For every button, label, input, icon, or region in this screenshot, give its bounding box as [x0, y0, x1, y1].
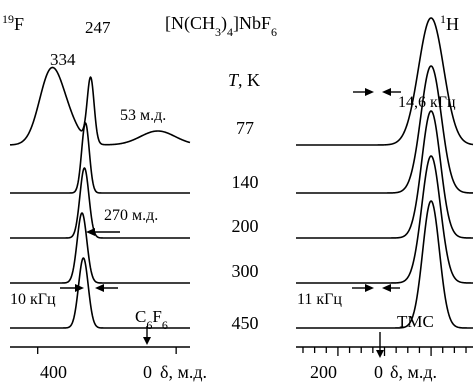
x-tick-label-1h-0: 0 [374, 362, 383, 382]
x-tick-label-19f-0: 0 [143, 362, 152, 382]
temperature-label-300: 300 [232, 261, 259, 281]
annotation-10khz: 10 кГц [10, 291, 56, 308]
annotation-11khz: 11 кГц [297, 291, 342, 308]
x-axis-label-1h: δ, м.д. [390, 362, 437, 382]
spectrum-1h-77k [295, 17, 474, 146]
spectra-19f [9, 66, 191, 329]
x-tick-label-1h-200: 200 [310, 362, 337, 382]
arrow-14-6khz-left [353, 88, 374, 96]
arrow-c6f6 [143, 326, 151, 345]
spectrum-19f-77k [9, 66, 191, 146]
x-tick-label-19f-400: 400 [40, 362, 67, 382]
annotation-270ppm: 270 м.д. [104, 207, 158, 224]
annotation-53ppm: 53 м.д. [120, 107, 166, 124]
annotation-peak-247: 247 [85, 18, 111, 37]
temperature-labels: 77 140 200 300 450 [232, 118, 259, 333]
arrow-14-6khz-right [382, 88, 401, 96]
arrow-10khz-right [95, 284, 118, 292]
spectrum-1h-450k [295, 200, 474, 329]
temperature-header: T, K [228, 70, 260, 90]
annotation-peak-334: 334 [50, 50, 76, 69]
title-19f-nucleus: 19F [2, 12, 24, 34]
spectrum-19f-300k [9, 212, 191, 284]
annotation-14-6khz: 14,6 кГц [398, 94, 456, 111]
arrow-270ppm [86, 228, 120, 236]
spectrum-19f-200k [9, 167, 191, 239]
arrow-10khz-left [60, 284, 84, 292]
arrow-11khz-left [352, 284, 374, 292]
temperature-label-200: 200 [232, 216, 259, 236]
arrow-11khz-right [382, 284, 400, 292]
x-axis-19f [10, 346, 190, 354]
x-axis-1h [296, 346, 473, 356]
temperature-label-140: 140 [232, 172, 259, 192]
spectra-1h [295, 17, 474, 329]
spectrum-1h-300k [295, 155, 474, 284]
annotation-tmc: TMC [397, 312, 434, 331]
arrow-tmc [376, 332, 384, 358]
title-1h-nucleus: 1H [440, 12, 459, 34]
temperature-label-450: 450 [232, 313, 259, 333]
chart-title: [N(CH3)4]NbF6 [165, 13, 277, 39]
annotation-c6f6: C6F6 [135, 307, 168, 332]
spectrum-19f-140k [9, 122, 191, 194]
spectrum-19f-450k [9, 257, 191, 329]
spectrum-1h-140k [295, 65, 474, 194]
spectrum-1h-200k [295, 110, 474, 239]
temperature-label-77: 77 [236, 118, 254, 138]
x-axis-label-19f: δ, м.д. [160, 362, 207, 382]
